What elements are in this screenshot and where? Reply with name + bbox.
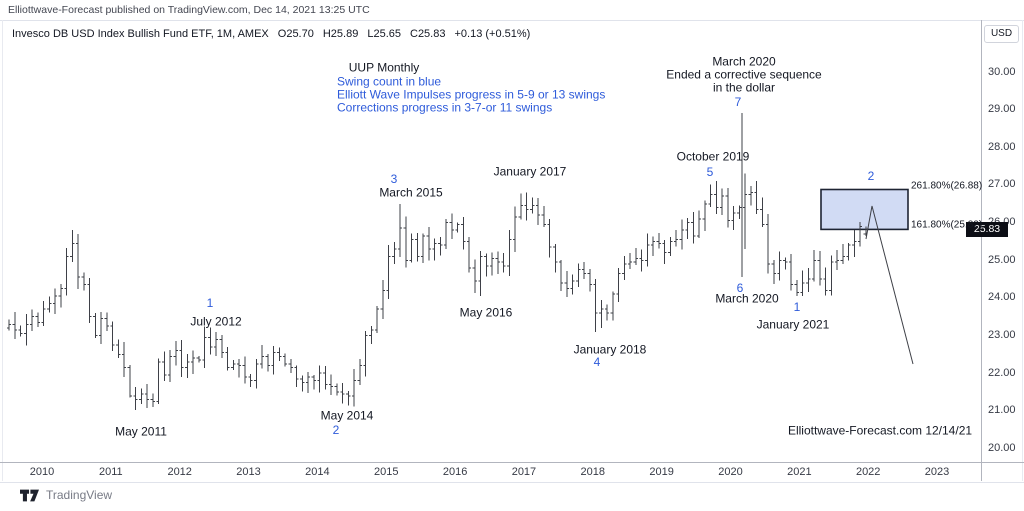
fib-target-box	[820, 188, 909, 231]
annotation-label: May 2016	[459, 305, 513, 320]
annotation-label: March 2020	[715, 291, 779, 306]
annotation-label: March 2015	[379, 185, 443, 200]
currency-badge: USD	[984, 25, 1019, 43]
swing-count-label: 7	[734, 95, 742, 109]
annotation-label: Ended a corrective sequence	[666, 67, 822, 82]
price-axis-tick: 28.00	[988, 140, 1016, 153]
time-axis-tick: 2010	[29, 466, 55, 478]
price-axis-tick: 22.00	[988, 366, 1016, 379]
swing-count-label: 3	[390, 172, 398, 186]
swing-count-label: 1	[793, 300, 801, 314]
time-axis-tick: 2019	[649, 466, 674, 478]
change-value: +0.13 (+0.51%)	[454, 28, 531, 40]
symbol-title[interactable]: Invesco DB USD Index Bullish Fund ETF, 1…	[12, 28, 269, 40]
tradingview-link[interactable]: TradingView	[20, 488, 112, 502]
price-axis-separator	[981, 20, 982, 481]
time-axis-tick: 2020	[718, 466, 743, 478]
ohlc-close: C25.83	[410, 28, 446, 40]
annotation-label: UUP Monthly	[348, 60, 420, 75]
ohlc-open: O25.70	[277, 28, 314, 40]
price-axis-tick: 23.00	[988, 329, 1016, 342]
annotation-label: Corrections progress in 3-7-or 11 swings	[337, 100, 553, 115]
annotation-label: March 2020	[712, 54, 776, 69]
annotation-label: July 2012	[190, 314, 242, 329]
swing-count-label: 6	[736, 281, 744, 295]
time-axis-tick: 2015	[374, 466, 399, 478]
annotation-label: Elliottwave-Forecast.com 12/14/21	[787, 423, 973, 438]
annotation-label: October 2019	[676, 149, 750, 164]
time-axis-tick: 2018	[580, 466, 606, 478]
price-axis-tick: 27.00	[988, 178, 1016, 191]
swing-count-label: 5	[706, 165, 714, 179]
tradingview-brand-text: TradingView	[46, 488, 113, 502]
forecast-path	[865, 205, 914, 365]
annotation-label: Elliott Wave Impulses progress in 5-9 or…	[337, 87, 606, 102]
ohlc-bars	[6, 173, 868, 411]
symbol-legend: Invesco DB USD Index Bullish Fund ETF, 1…	[12, 28, 530, 40]
annotation-label: January 2017	[493, 164, 567, 179]
price-axis-tick: 24.00	[988, 291, 1016, 304]
time-axis-tick: 2021	[787, 466, 812, 478]
annotation-label: Swing count in blue	[337, 74, 442, 89]
time-axis-tick: 2023	[924, 466, 950, 478]
price-axis-tick: 25.00	[988, 253, 1016, 266]
footer-bar: TradingView	[0, 482, 1024, 507]
chart-frame-left-border	[2, 20, 3, 481]
time-axis-tick: 2011	[99, 466, 123, 478]
time-axis-tick: 2013	[236, 466, 261, 478]
tradingview-logo-icon	[20, 489, 39, 502]
annotation-label: in the dollar	[712, 80, 776, 95]
time-axis-separator	[0, 462, 1024, 463]
swing-count-label: 2	[867, 169, 875, 183]
swing-count-label: 1	[206, 296, 214, 310]
price-axis-tick: 30.00	[988, 65, 1016, 78]
time-axis-tick: 2014	[305, 466, 330, 478]
annotation-label: May 2011	[115, 424, 167, 439]
ohlc-high: H25.89	[322, 28, 359, 40]
chart-frame-right-border	[1022, 20, 1023, 481]
annotation-label: 161.80%(25.82)	[911, 219, 983, 231]
swing-count-label: 4	[593, 355, 601, 369]
annotation-label: January 2018	[573, 342, 647, 357]
annotation-label: May 2014	[320, 408, 374, 423]
price-axis-tick: 21.00	[988, 404, 1016, 417]
swing-count-label: 2	[332, 423, 340, 437]
ohlc-low: L25.65	[367, 28, 401, 40]
last-price-tag: 25.83	[966, 221, 1008, 237]
price-axis-tick: 20.00	[988, 442, 1016, 454]
chart-region	[0, 20, 1024, 481]
annotation-label: 261.80%(26.88)	[911, 180, 983, 192]
publish-attribution-bar: Elliottwave-Forecast published on Tradin…	[0, 0, 1024, 20]
time-axis-tick: 2016	[442, 466, 468, 478]
annotation-label: January 2021	[756, 317, 830, 332]
time-axis-tick: 2012	[167, 466, 192, 478]
price-axis-tick: 29.00	[988, 103, 1016, 116]
publish-attribution-text: Elliottwave-Forecast published on Tradin…	[8, 4, 370, 16]
time-axis-tick: 2022	[855, 466, 881, 478]
time-axis-tick: 2017	[511, 466, 537, 478]
